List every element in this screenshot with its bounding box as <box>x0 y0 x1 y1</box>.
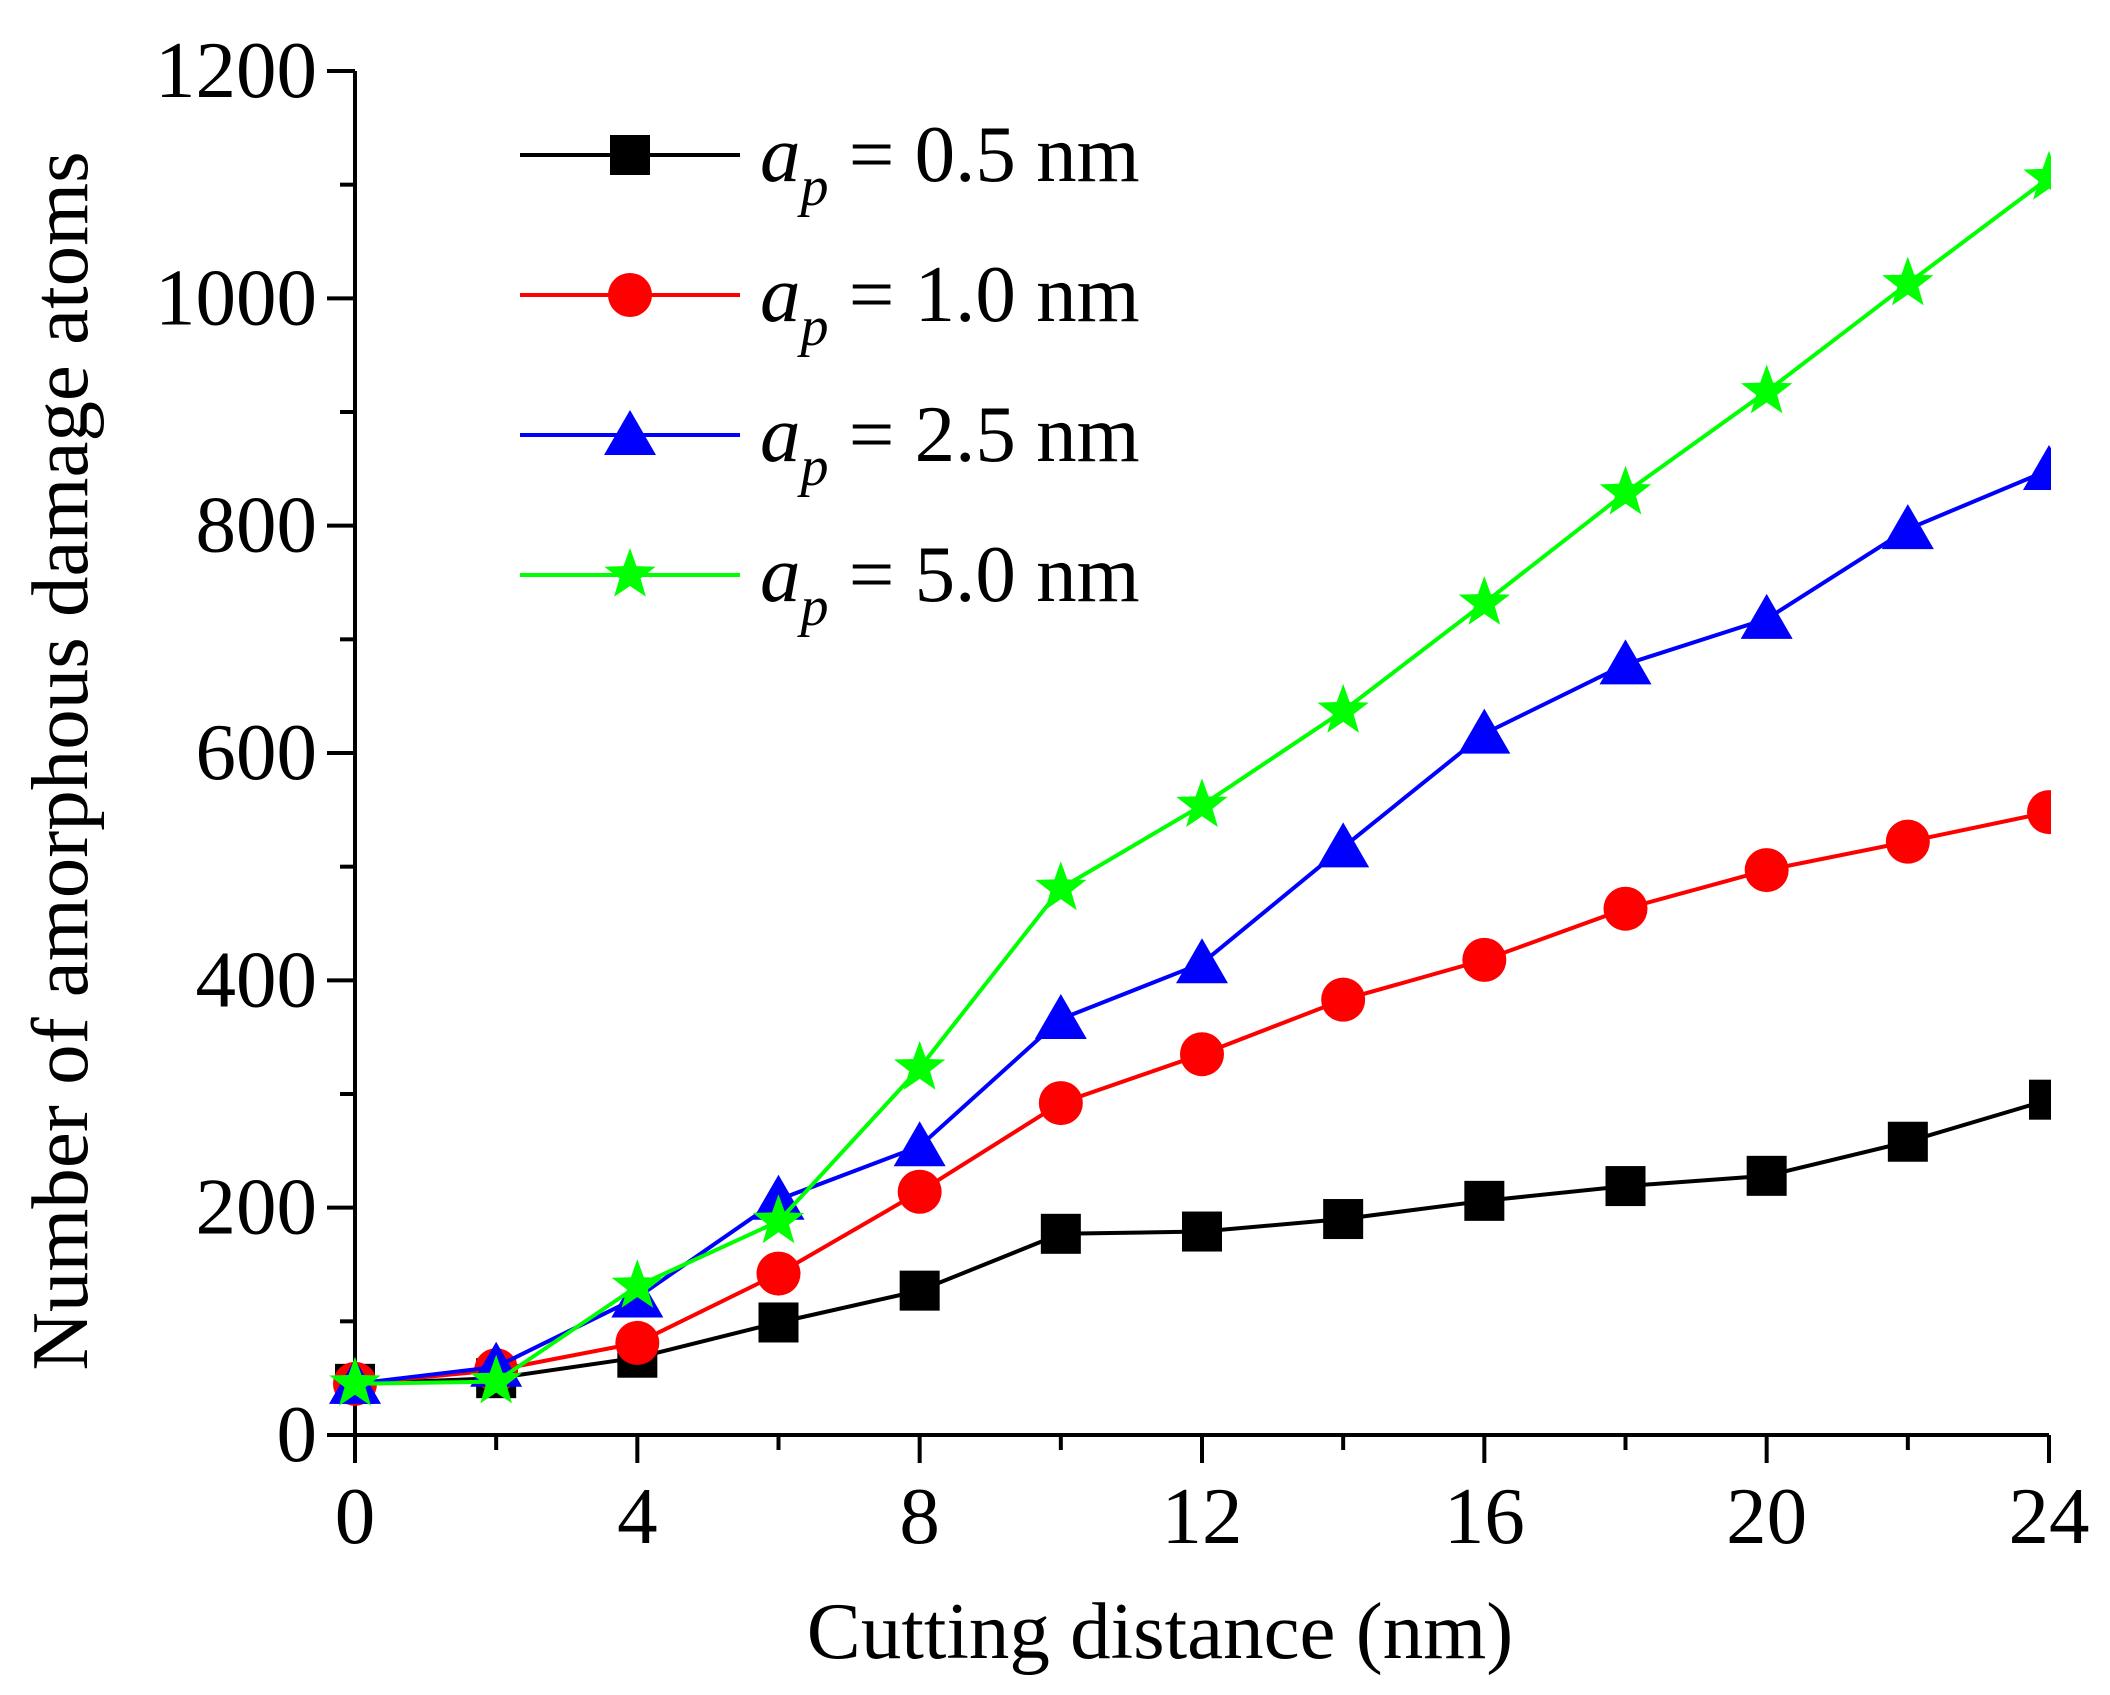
data-point <box>1746 1155 1787 1196</box>
y-tick-label: 400 <box>196 934 318 1024</box>
series-line <box>354 810 2050 1386</box>
data-point <box>2027 790 2051 835</box>
data-point <box>1323 1199 1364 1240</box>
legend-marker <box>604 410 656 455</box>
data-point <box>1740 593 1793 639</box>
data-point <box>1462 937 1507 982</box>
y-tick-label: 0 <box>277 1389 318 1479</box>
x-tick-label: 8 <box>899 1471 940 1561</box>
legend-marker <box>610 135 650 175</box>
data-point <box>1034 993 1087 1039</box>
data-point <box>1321 977 1366 1022</box>
data-point <box>899 1270 940 1311</box>
y-tick-label: 200 <box>196 1162 318 1252</box>
legend-marker <box>608 273 652 317</box>
data-point <box>1458 708 1511 754</box>
data-point <box>1741 364 1793 414</box>
legend-entry: ap = 5.0 nm <box>520 529 1140 638</box>
data-point <box>894 1040 946 1090</box>
x-tick-label: 12 <box>1162 1471 1243 1561</box>
x-tick-label: 4 <box>617 1471 658 1561</box>
legend-label: ap = 0.5 nm <box>760 109 1140 218</box>
data-point <box>1605 1166 1646 1207</box>
data-point <box>1180 1032 1224 1077</box>
data-point <box>1744 848 1789 893</box>
series-4 <box>329 150 2051 1406</box>
legend: ap = 0.5 nm ap = 1.0 nm ap = 2.5 nm ap = 5.… <box>520 109 1140 638</box>
x-axis-title: Cutting distance (nm) <box>807 1586 1513 1676</box>
data-point <box>1464 1180 1505 1221</box>
data-point <box>470 1354 522 1404</box>
legend-entry: ap = 2.5 nm <box>520 389 1140 498</box>
axes: 0 200 400 600 800 1000 1200 0 4 8 12 16 20 24 <box>155 25 2090 1561</box>
data-point <box>1887 1121 1928 1162</box>
series-1 <box>335 1079 2051 1404</box>
x-tick-label: 16 <box>1444 1471 1525 1561</box>
data-point <box>611 1259 663 1308</box>
legend-label: ap = 2.5 nm <box>760 389 1140 498</box>
y-tick-label: 800 <box>196 480 318 570</box>
legend-entry: ap = 0.5 nm <box>520 109 1140 218</box>
data-point <box>329 1356 381 1406</box>
data-point <box>1603 886 1648 931</box>
data-point <box>897 1169 942 1214</box>
data-point <box>752 1194 805 1244</box>
data-point <box>1881 504 1934 550</box>
data-point <box>1182 1211 1222 1252</box>
data-point <box>1317 822 1370 868</box>
legend-label: ap = 5.0 nm <box>760 529 1140 638</box>
data-point <box>1599 465 1652 515</box>
data-point <box>893 1121 946 1167</box>
data-point <box>1035 861 1087 911</box>
x-tick-label: 20 <box>1726 1471 1807 1561</box>
data-point <box>756 1251 801 1296</box>
y-tick-label: 1200 <box>155 25 317 115</box>
data-point <box>2023 444 2051 490</box>
series-3 <box>329 444 2051 1404</box>
data-point <box>1458 576 1510 625</box>
data-point <box>1599 639 1652 685</box>
data-point <box>758 1302 799 1343</box>
y-tick-label: 600 <box>196 707 318 797</box>
data-point <box>1885 819 1930 864</box>
y-tick-label: 1000 <box>155 252 317 342</box>
data-point <box>1176 778 1228 828</box>
legend-entry: ap = 1.0 nm <box>520 249 1140 358</box>
data-point <box>615 1320 660 1365</box>
data-point <box>1882 256 1934 306</box>
data-point <box>1040 1213 1081 1254</box>
series-group <box>329 150 2051 1406</box>
y-axis-title: Number of amorphous damage atoms <box>15 151 105 1370</box>
legend-label: ap = 1.0 nm <box>760 249 1140 358</box>
data-point <box>1317 683 1369 733</box>
x-tick-label: 0 <box>335 1471 376 1561</box>
data-point <box>1176 938 1228 984</box>
x-tick-label: 24 <box>2009 1471 2090 1561</box>
legend-marker <box>604 548 656 597</box>
data-point <box>1038 1081 1083 1126</box>
data-point <box>2023 150 2051 200</box>
data-point <box>2029 1079 2051 1120</box>
